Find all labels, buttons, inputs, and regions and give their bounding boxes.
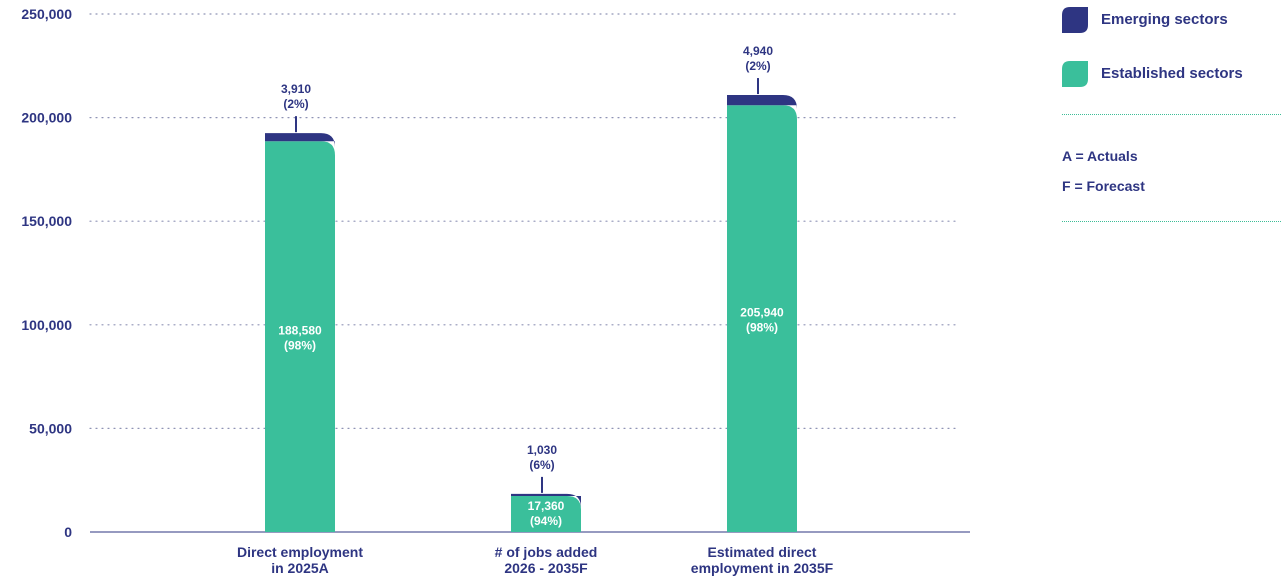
bar-emerging: [727, 95, 797, 110]
bars: [265, 95, 797, 532]
established-swatch-icon: [1062, 61, 1088, 87]
bar-emerging: [265, 133, 335, 148]
bar-established: [265, 141, 335, 532]
established-percent-label: (98%): [746, 321, 778, 335]
note-actuals: A = Actuals: [1062, 148, 1138, 164]
y-tick-label: 250,000: [21, 6, 72, 22]
y-tick-label: 50,000: [29, 420, 72, 436]
emerging-value-label: 1,030: [527, 443, 557, 457]
x-category-label: Direct employment: [237, 544, 363, 560]
y-tick-label: 0: [64, 524, 72, 540]
legend: Emerging sectors Established sectors A =…: [1062, 6, 1281, 222]
bar-established: [727, 105, 797, 532]
emerging-value-label: 3,910: [281, 82, 311, 96]
x-category-label: employment in 2035F: [691, 560, 834, 576]
x-category-label: in 2025A: [271, 560, 329, 576]
emerging-value-label: 4,940: [743, 44, 773, 58]
x-category-label: # of jobs added: [495, 544, 598, 560]
y-axis-ticks: 0 50,000 100,000 150,000 200,000 250,000: [21, 6, 72, 540]
legend-label-established: Established sectors: [1101, 65, 1243, 82]
bar-established: [511, 496, 581, 532]
established-value-label: 17,360: [528, 499, 565, 513]
established-percent-label: (94%): [530, 514, 562, 528]
legend-label-emerging: Emerging sectors: [1101, 11, 1228, 28]
y-tick-label: 150,000: [21, 213, 72, 229]
bar-emerging: [511, 493, 581, 508]
legend-item-established: Established sectors: [1062, 60, 1281, 88]
x-category-label: 2026 - 2035F: [504, 560, 588, 576]
established-percent-label: (98%): [284, 339, 316, 353]
y-tick-label: 100,000: [21, 317, 72, 333]
note-forecast: F = Forecast: [1062, 178, 1145, 194]
emerging-percent-label: (2%): [283, 97, 308, 111]
legend-item-emerging: Emerging sectors: [1062, 6, 1281, 34]
data-labels: 3,910(2%)188,580(98%)1,030(6%)17,360(94%…: [278, 44, 784, 528]
established-value-label: 188,580: [278, 324, 322, 338]
legend-divider-bottom: [1062, 221, 1281, 222]
emerging-percent-label: (2%): [745, 59, 770, 73]
established-value-label: 205,940: [740, 306, 784, 320]
emerging-percent-label: (6%): [529, 458, 554, 472]
legend-divider-top: [1062, 114, 1281, 115]
x-category-label: Estimated direct: [708, 544, 817, 560]
y-tick-label: 200,000: [21, 110, 72, 126]
notes: A = Actuals F = Forecast: [1062, 115, 1281, 221]
emerging-swatch-icon: [1062, 7, 1088, 33]
